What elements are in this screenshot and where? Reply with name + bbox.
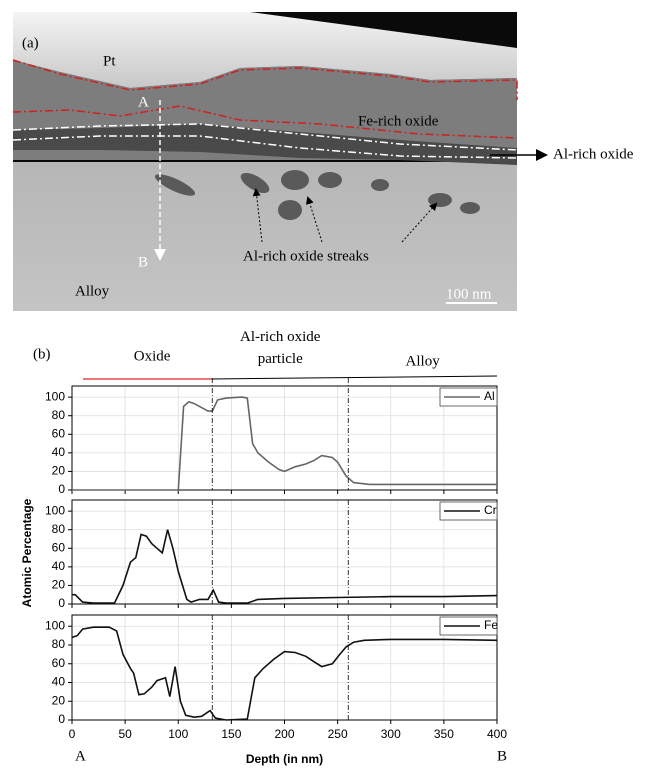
y-tick-label: 100 — [45, 618, 65, 632]
annotation: Al-rich oxide streaks — [243, 248, 369, 264]
streak — [154, 174, 196, 196]
streak — [278, 200, 302, 220]
x-tick-label: 250 — [328, 727, 348, 741]
y-axis-label: Atomic Percentage — [20, 498, 34, 607]
y-tick-label: 80 — [52, 637, 66, 651]
y-tick-label: 60 — [52, 426, 66, 440]
y-tick-label: 60 — [52, 540, 66, 554]
scale-label: 100 nm — [446, 286, 492, 302]
y-tick-label: 40 — [52, 675, 66, 689]
y-tick-label: 60 — [52, 656, 66, 670]
y-tick-label: 20 — [52, 464, 66, 478]
region-bar — [212, 375, 498, 380]
streak — [428, 193, 452, 207]
plot-frame — [71, 385, 498, 491]
micrograph — [12, 12, 548, 311]
region-label: Oxide — [134, 348, 171, 364]
x-tick-label: 150 — [221, 727, 241, 741]
x-tick-label: 300 — [381, 727, 401, 741]
x-tick-label: 50 — [118, 727, 132, 741]
annotation: B — [138, 254, 148, 270]
x-tick-label: 350 — [434, 727, 454, 741]
y-tick-label: 0 — [58, 482, 65, 496]
data-line — [72, 396, 497, 491]
annotation: Al-rich oxide — [553, 146, 634, 162]
x-tick-label: 200 — [274, 727, 294, 741]
y-tick-label: 20 — [52, 693, 66, 707]
annotation: A — [138, 94, 149, 110]
panel-label: (b) — [33, 346, 51, 362]
plot-frame — [71, 499, 498, 605]
x-tick-label: 0 — [69, 727, 76, 741]
interface-line — [12, 123, 518, 151]
streak — [240, 172, 270, 194]
interface-line — [12, 135, 518, 159]
y-tick-label: 80 — [52, 522, 66, 536]
streaks — [154, 170, 480, 220]
streak — [371, 179, 389, 191]
data-line — [72, 529, 498, 604]
y-tick-label: 0 — [58, 596, 65, 610]
end-label: B — [497, 748, 507, 764]
annotation: Pt — [103, 53, 116, 69]
annotation: Fe-rich oxide — [358, 113, 439, 129]
pointer — [252, 188, 263, 243]
pointer — [401, 202, 438, 243]
x-axis-label: Depth (in nm) — [246, 752, 323, 766]
x-tick-label: 100 — [168, 727, 188, 741]
annotation: Alloy — [75, 283, 110, 299]
y-tick-label: 80 — [52, 408, 66, 422]
y-tick-label: 40 — [52, 445, 66, 459]
legend-label: Cr — [484, 503, 497, 517]
interface-line — [12, 59, 518, 100]
region-label: Alloy — [406, 353, 441, 369]
plot-frame — [71, 614, 498, 721]
pt-layer — [13, 12, 517, 88]
interface-line — [12, 105, 518, 139]
region-label: Al-rich oxide particle — [240, 329, 321, 367]
data-line — [71, 626, 498, 721]
y-tick-label: 20 — [52, 578, 66, 592]
streak — [281, 170, 309, 190]
streak — [318, 172, 342, 188]
legend-label: Fe — [484, 618, 498, 632]
x-tick-label: 400 — [487, 727, 507, 741]
y-tick-label: 100 — [45, 389, 65, 403]
y-tick-label: 100 — [45, 503, 65, 517]
panel-label: (a) — [22, 35, 39, 51]
legend-label: Al — [484, 389, 495, 403]
y-tick-label: 0 — [58, 712, 65, 726]
streak — [460, 202, 480, 214]
end-label: A — [75, 748, 86, 764]
y-tick-label: 40 — [52, 559, 66, 573]
